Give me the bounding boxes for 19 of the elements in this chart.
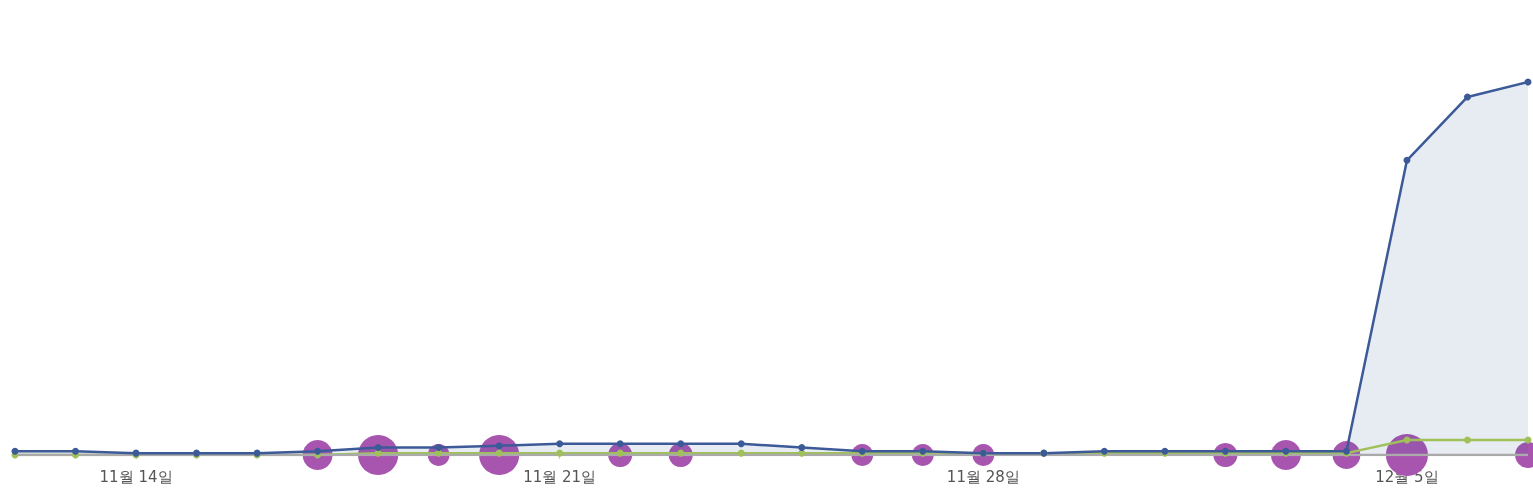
point [435, 444, 443, 452]
point [495, 442, 503, 450]
point [737, 449, 745, 457]
point [737, 440, 745, 448]
point [616, 440, 624, 448]
point [677, 440, 685, 448]
x-tick-label: 11월 14일 [99, 467, 173, 486]
point [11, 447, 19, 455]
point [374, 444, 382, 452]
point [495, 449, 503, 457]
x-tick-label: 11월 21일 [523, 467, 597, 486]
point [72, 447, 80, 455]
point [1463, 93, 1471, 101]
x-tick-label: 11월 28일 [946, 467, 1020, 486]
point [556, 440, 564, 448]
point [556, 449, 564, 457]
point [1463, 436, 1471, 444]
point [798, 444, 806, 452]
point [1403, 156, 1411, 164]
